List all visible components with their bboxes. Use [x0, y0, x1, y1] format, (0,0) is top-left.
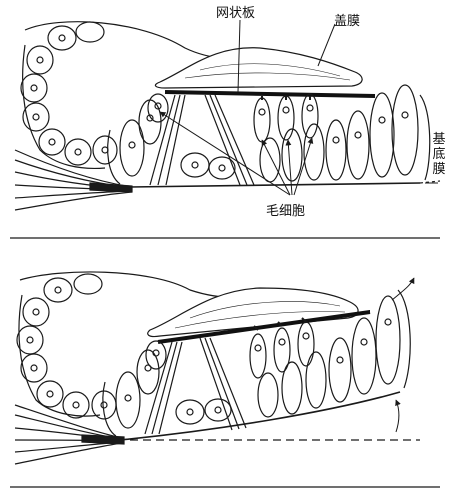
top-inner-hair-cell [147, 93, 169, 123]
bottom-shear-arrow [391, 277, 415, 301]
bottom-outer-hair-cells [249, 317, 315, 379]
bottom-basilar-membrane [119, 391, 401, 441]
bottom-nerve-fibers [14, 404, 125, 465]
top-pillar-cells [149, 94, 255, 186]
bottom-support-cells [102, 289, 411, 437]
bottom-panel [10, 271, 440, 488]
bottom-sulcus-cells [16, 273, 117, 420]
basilar-membrane-char-2: 底 [432, 147, 446, 162]
bottom-tectorial-membrane [147, 287, 359, 338]
hair-cells-label: 毛细胞 [266, 204, 306, 219]
bottom-inner-hair-cell [145, 340, 167, 370]
top-hair-cell-arrows [159, 111, 314, 196]
basilar-membrane-char-1: 基 [432, 132, 446, 147]
bottom-reticular-lamina [157, 310, 371, 344]
top-reticular-lamina [164, 90, 376, 98]
top-tectorial-membrane [154, 47, 363, 89]
top-sulcus-cells [20, 21, 118, 170]
bottom-pillar-cells [144, 337, 247, 435]
top-nerve-fibers [14, 149, 133, 211]
top-panel [10, 19, 441, 239]
top-support-cells [107, 84, 431, 185]
basilar-membrane-label: 基 底 膜 [432, 132, 446, 177]
top-tectorial-pointer [317, 23, 336, 67]
basilar-membrane-char-3: 膜 [432, 162, 446, 177]
reticular-lamina-label: 网状板 [216, 6, 256, 21]
bottom-lift-arrow [395, 399, 401, 433]
tectorial-membrane-label: 盖膜 [334, 14, 361, 29]
top-lamina-pointer [237, 19, 241, 93]
